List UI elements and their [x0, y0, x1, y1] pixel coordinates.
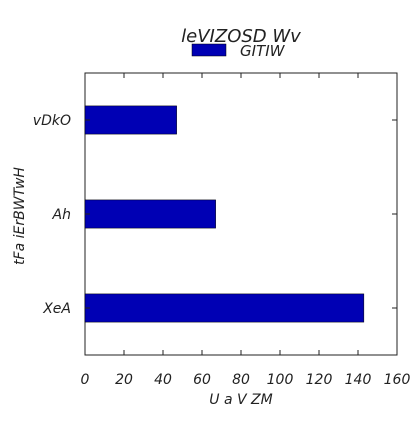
x-tick-label-80: 80 — [232, 372, 250, 388]
x-tick-label-0: 0 — [81, 372, 90, 388]
ticks — [84, 73, 398, 355]
x-tick-label-100: 100 — [267, 372, 294, 388]
x-tick-label-40: 40 — [154, 372, 172, 388]
chart-title: leVIZOSD Wv — [181, 26, 301, 47]
bar-XeA — [84, 293, 365, 323]
bars — [84, 105, 365, 323]
y-tick-label-vDkO: vDkO — [33, 113, 71, 129]
y-axis-label: tFa iErBWTwH — [12, 167, 28, 265]
x-tick-label-160: 160 — [384, 372, 411, 388]
bar-Ah — [84, 199, 216, 229]
legend: GITIW — [191, 42, 286, 60]
tick-labels: vDkO Ah XeA 0 20 40 60 80 100 120 140 160 — [33, 113, 411, 388]
x-tick-label-20: 20 — [115, 372, 133, 388]
legend-label: GITIW — [240, 42, 286, 60]
y-tick-label-Ah: Ah — [52, 207, 71, 223]
x-tick-label-120: 120 — [306, 372, 333, 388]
legend-swatch — [191, 43, 227, 57]
x-axis-label: U a V ZM — [209, 392, 272, 408]
bar-vDkO — [84, 105, 177, 135]
y-tick-label-XeA: XeA — [42, 301, 71, 317]
x-tick-label-140: 140 — [345, 372, 372, 388]
x-tick-label-60: 60 — [193, 372, 211, 388]
